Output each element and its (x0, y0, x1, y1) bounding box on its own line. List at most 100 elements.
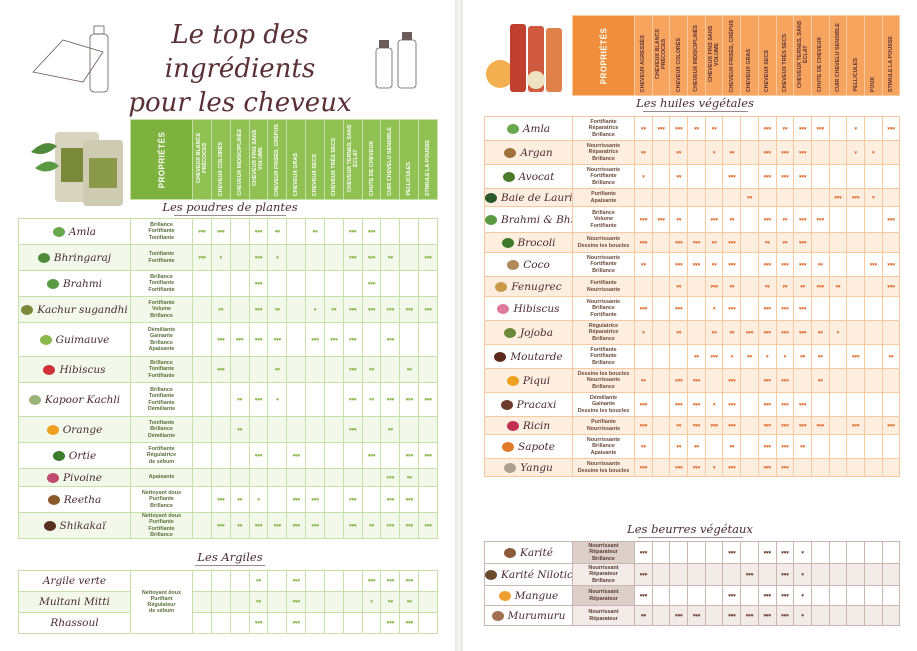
rating-cell (342, 468, 363, 487)
column-header: CHUTE DE CHEVEUX (361, 119, 382, 200)
property-text: Nourrissante (586, 437, 621, 444)
rating-cell: ♥♥♥ (687, 416, 706, 435)
ingredient-icon (485, 192, 497, 203)
rating-cell (418, 612, 438, 634)
rating-cell: ♥♥♥ (418, 442, 438, 469)
rating-cell: ♥♥ (380, 244, 401, 271)
rating-cell (704, 368, 724, 393)
ingredient-name-cell: Brahmi & Bhringaraj (484, 206, 573, 233)
rating-cell (380, 218, 401, 245)
property-text: Fortifiante (590, 353, 617, 360)
section-title-argiles: Les Argiles (180, 550, 280, 566)
ingredient-name-cell: Brahmi (18, 270, 131, 297)
sketch-jars-icon (375, 32, 417, 89)
rating-cell (846, 458, 865, 477)
ingredient-name: Mangue (514, 589, 559, 602)
rating-cell (634, 188, 653, 207)
rating-cell: ♥♥♥ (399, 382, 420, 417)
properties-cell: Brillance Fortifiante Tonifiante (130, 218, 193, 245)
property-text: Brillance (150, 339, 173, 346)
table-row: Moutarde Fortifiante Fortifiante Brillance ♥… (484, 344, 901, 369)
property-text: de sébum (148, 458, 175, 465)
rating-cell: ♥♥♥ (704, 416, 724, 435)
ingredient-icon (506, 123, 519, 134)
rating-cell: ♥♥ (229, 416, 250, 443)
rating-cell: ♥♥ (380, 416, 401, 443)
sketch-bottles-icon (32, 25, 109, 93)
rating-cell (210, 468, 231, 487)
ingredient-name-cell: Murumuru (484, 605, 573, 626)
table-row: Rhassoul ♥♥♥ ♥♥♥ ♥♥♥ ♥♥♥ (18, 612, 438, 634)
property-text: Brillance (592, 155, 615, 162)
rating-cell (323, 218, 344, 245)
ingredient-icon (504, 462, 517, 473)
rating-cell (810, 434, 830, 459)
rating-cell (687, 140, 706, 165)
ingredient-name-cell: Hibiscus (18, 356, 131, 383)
rating-cell: ♥ (863, 140, 883, 165)
ingredient-icon (503, 327, 516, 338)
rating-cell (846, 276, 865, 297)
rating-cell: ♥♥ (722, 276, 742, 297)
ingredient-icon (504, 147, 517, 158)
rating-cell: ♥♥ (229, 382, 250, 417)
rating-cell: ♥♥♥ (651, 116, 671, 141)
rating-cell: ♥♥ (793, 344, 812, 369)
rating-cell: ♥♥ (793, 434, 812, 459)
rating-cell: ♥♥♥ (757, 320, 777, 345)
column-header-label: PELLICULES (852, 58, 859, 92)
ingredient-name: Bhringaraj (53, 251, 112, 264)
ingredient-name: Moutarde (510, 350, 563, 363)
rating-cell: ♥ (305, 296, 325, 323)
rating-cell: ♥♥♥ (775, 563, 795, 586)
rating-cell (810, 585, 830, 606)
rating-cell (267, 416, 288, 443)
ingredient-name-cell: Avocat (484, 164, 573, 189)
property-text: Fortifiante (590, 222, 617, 229)
rating-cell (810, 296, 830, 321)
properties-cell: Fortifiante Fortifiante Brillance (572, 344, 635, 369)
rating-cell (286, 468, 307, 487)
property-text: Fortifiante (590, 347, 617, 354)
rating-cell (192, 591, 212, 613)
rating-cell (722, 188, 742, 207)
rating-cell: ♥♥♥ (286, 591, 307, 613)
rating-cell: ♥♥♥ (687, 368, 706, 393)
rating-cell: ♥♥♥ (380, 486, 401, 513)
rating-cell: ♥♥♥ (722, 541, 742, 564)
column-header-label: CHEVEUX BLANCS PRÉCOCES (655, 28, 668, 80)
property-text: Fortifiante (590, 311, 617, 318)
rating-cell: ♥♥♥ (722, 392, 742, 417)
rating-cell (286, 270, 307, 297)
rating-cell: ♥♥♥ (810, 116, 830, 141)
rating-cell: ♥♥ (248, 570, 269, 592)
rating-cell: ♥♥♥ (267, 512, 288, 539)
rating-cell: ♥♥♥ (722, 164, 742, 189)
ingredient-name: Piqui (522, 374, 551, 387)
rating-cell: ♥ (267, 382, 288, 417)
rating-cell (704, 605, 724, 626)
rating-cell (828, 116, 848, 141)
rating-cell (651, 320, 671, 345)
property-text: Démêlante (589, 395, 618, 402)
rating-cell: ♥♥ (634, 434, 653, 459)
ingredient-icon (506, 375, 519, 386)
rating-cell (810, 232, 830, 253)
rating-cell (863, 276, 883, 297)
rating-cell (740, 416, 759, 435)
rating-cell: ♥♥ (361, 512, 382, 539)
property-text: Fortifiante (148, 446, 175, 453)
rating-cell (267, 570, 288, 592)
rating-cell: ♥♥ (323, 296, 344, 323)
properties-label: PROPRIÉTÉS (599, 27, 608, 84)
table-row: Shikakaï Nettoyant doux Purifiante Fortifia… (18, 512, 438, 539)
rating-cell (740, 458, 759, 477)
ingredient-name-cell: Coco (484, 252, 573, 277)
rating-cell: ♥♥♥ (881, 206, 901, 233)
property-text: Dessine les boucles (577, 371, 630, 378)
rating-cell: ♥♥♥ (342, 296, 363, 323)
rating-cell: ♥♥♥ (210, 322, 231, 357)
ingredient-name: Argile verte (42, 575, 107, 587)
rating-cell: ♥♥♥ (634, 541, 653, 564)
rating-cell: ♥♥♥ (687, 252, 706, 277)
